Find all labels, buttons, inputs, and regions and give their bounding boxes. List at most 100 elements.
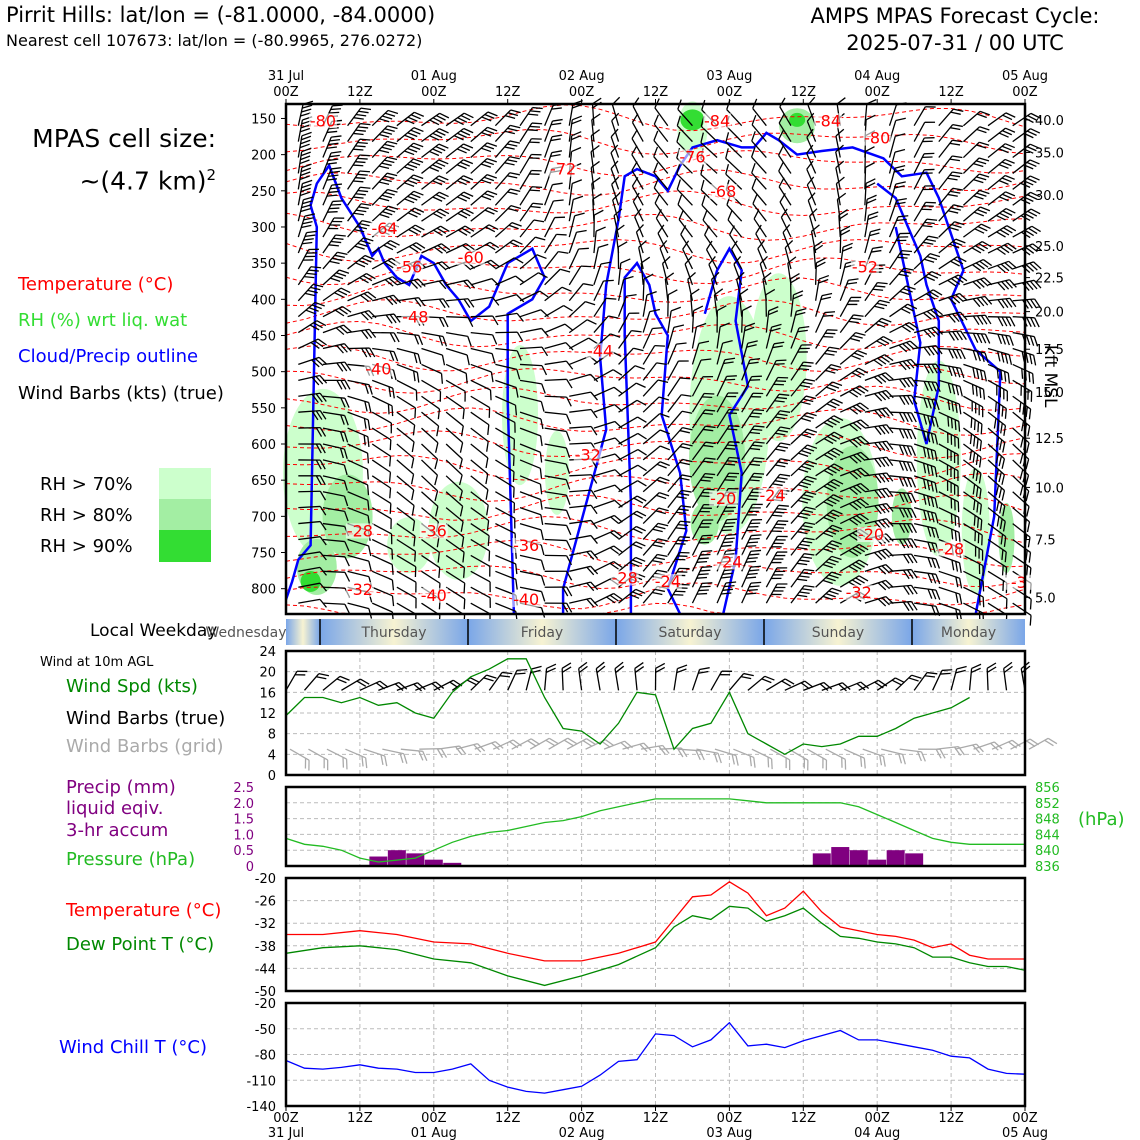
cross-section-wind-barb-feather	[635, 541, 646, 547]
cross-section-wind-barb-feather	[910, 508, 917, 519]
wind10m-barb-true	[950, 665, 967, 691]
cross-section-wind-barb-feather	[751, 178, 757, 189]
cross-section-wind-barb-feather	[529, 125, 541, 128]
cross-section-wind-barb-feather	[487, 207, 498, 213]
cross-section-wind-barb-feather	[1032, 243, 1042, 251]
temperature-label: -28	[938, 540, 964, 559]
cross-section-wind-barb-feather	[930, 512, 935, 523]
cross-section-wind-barb-feather	[678, 360, 689, 362]
cross-section-wind-barb-feather	[353, 180, 364, 183]
wind-barbs-true-legend: Wind Barbs (true)	[66, 708, 226, 729]
cell-size-line2: ~(4.7 km)2	[79, 166, 216, 196]
cross-section-wind-barb-staff	[682, 248, 694, 270]
cross-section-wind-barb-feather	[924, 258, 935, 263]
cross-section-wind-barb-staff	[544, 395, 567, 398]
cross-section-wind-barb	[631, 129, 644, 158]
cross-section-wind-barb	[494, 239, 523, 254]
cross-section-wind-barb-feather	[412, 244, 422, 251]
cross-section-wind-barb-feather	[333, 274, 344, 280]
cross-section-wind-barb-feather	[773, 590, 784, 592]
cross-section-wind-barb-feather	[984, 314, 992, 325]
cross-section-wind-barb-feather	[315, 443, 322, 454]
cross-section-wind-barb	[835, 144, 844, 174]
cross-section-wind-barb-feather	[748, 526, 759, 528]
cross-section-wind-barb-feather	[388, 205, 399, 210]
cross-section-wind-barb-feather	[806, 428, 818, 433]
wind10m-barb-grid	[751, 748, 773, 770]
wind10m-barb-true	[803, 681, 833, 692]
cross-section-wind-barb-feather	[831, 540, 842, 545]
cross-section-wind-barb-feather	[344, 603, 351, 614]
cross-section-wind-barb-feather	[389, 295, 398, 305]
cross-section-wind-barb-feather	[910, 585, 918, 595]
cross-section-wind-barb-feather	[573, 195, 584, 201]
cross-section-wind-barb-feather	[958, 532, 961, 543]
cross-section-wind-barb	[938, 554, 962, 574]
cross-section-wind-barb-feather	[301, 224, 312, 229]
cross-section-wind-barb-staff	[519, 272, 539, 286]
cross-section-wind-barb-feather	[484, 113, 495, 119]
cross-section-wind-barb-feather	[930, 416, 935, 427]
cross-section-wind-barb-feather	[632, 192, 640, 202]
cross-section-wind-barb	[470, 586, 491, 608]
cross-section-wind-barb-staff	[568, 283, 584, 302]
cross-section-wind-barb	[297, 248, 319, 270]
cross-section-wind-barb-feather	[464, 391, 466, 402]
cross-section-wind-barb	[421, 331, 448, 347]
cross-section-wind-barb-feather	[751, 163, 756, 174]
cross-section-wind-barb	[716, 339, 733, 365]
cross-section-wind-barb-feather	[361, 219, 373, 224]
cross-section-wind-barb	[653, 146, 669, 174]
cross-section-wind-barb-feather	[391, 579, 395, 591]
cross-section-wind-barb	[396, 586, 417, 609]
cross-section-wind-barb	[913, 121, 936, 142]
cross-section-wind-barb-staff	[618, 330, 632, 349]
pressure-tick-label: 600	[251, 438, 276, 453]
wind10m-barb-grid-feather	[713, 752, 718, 763]
wind10m-barb-true-feather	[545, 667, 556, 673]
cross-section-wind-barb	[864, 146, 875, 174]
cross-section-wind-barb-feather	[701, 550, 713, 553]
pressure-axis-tick-label: 848	[1035, 813, 1060, 828]
cross-section-wind-barb	[913, 411, 939, 428]
cross-section-wind-barb-feather	[409, 280, 419, 289]
cross-section-wind-barb-feather	[976, 192, 987, 197]
cross-section-wind-barb	[495, 411, 516, 433]
cross-section-wind-barb-feather	[659, 492, 670, 497]
cross-section-wind-barb-feather	[999, 212, 1010, 219]
cross-section-wind-barb	[519, 363, 548, 376]
cross-section-wind-barb	[593, 243, 609, 270]
cross-section-wind-barb-feather	[1000, 423, 1003, 434]
cross-section-wind-barb-feather	[620, 258, 631, 264]
cross-section-wind-barb	[642, 445, 671, 461]
cross-section-wind-barb	[495, 331, 524, 342]
cross-section-wind-barb-feather	[339, 447, 344, 459]
cross-section-wind-barb-feather	[726, 475, 737, 478]
cross-section-wind-barb	[322, 554, 350, 567]
cross-section-wind-barb-staff	[445, 523, 464, 538]
cross-section-wind-barb	[889, 411, 917, 423]
cross-section-wind-barb-feather	[946, 448, 949, 460]
cross-section-wind-barb-staff	[659, 248, 669, 270]
cross-section-wind-barb-staff	[322, 602, 345, 605]
cross-section-wind-barb-feather	[776, 396, 788, 400]
cross-section-wind-barb-feather	[950, 190, 961, 194]
cross-section-wind-barb-feather	[902, 288, 913, 293]
cross-section-wind-barb-staff	[691, 326, 698, 349]
cross-section-wind-barb-feather	[626, 294, 637, 297]
cross-section-wind-barb-feather	[566, 602, 573, 613]
cross-section-wind-barb	[495, 570, 518, 590]
cross-section-wind-barb-feather	[440, 373, 444, 384]
cross-section-wind-barb	[751, 163, 767, 190]
cross-section-wind-barb-feather	[556, 233, 567, 236]
cross-section-wind-barb-feather	[953, 452, 956, 463]
wind-tick-label: 24	[259, 645, 276, 660]
cross-section-wind-barb-feather	[1005, 191, 1016, 197]
cross-section-wind-barb-feather	[884, 354, 894, 362]
cross-section-wind-barb-feather	[504, 115, 516, 120]
cross-section-wind-barb	[839, 543, 869, 557]
cross-section-wind-barb-feather	[381, 162, 392, 167]
cross-section-wind-barb-staff	[809, 215, 817, 238]
cross-section-wind-barb-feather	[438, 298, 446, 309]
cross-section-wind-barb-feather	[898, 412, 905, 422]
